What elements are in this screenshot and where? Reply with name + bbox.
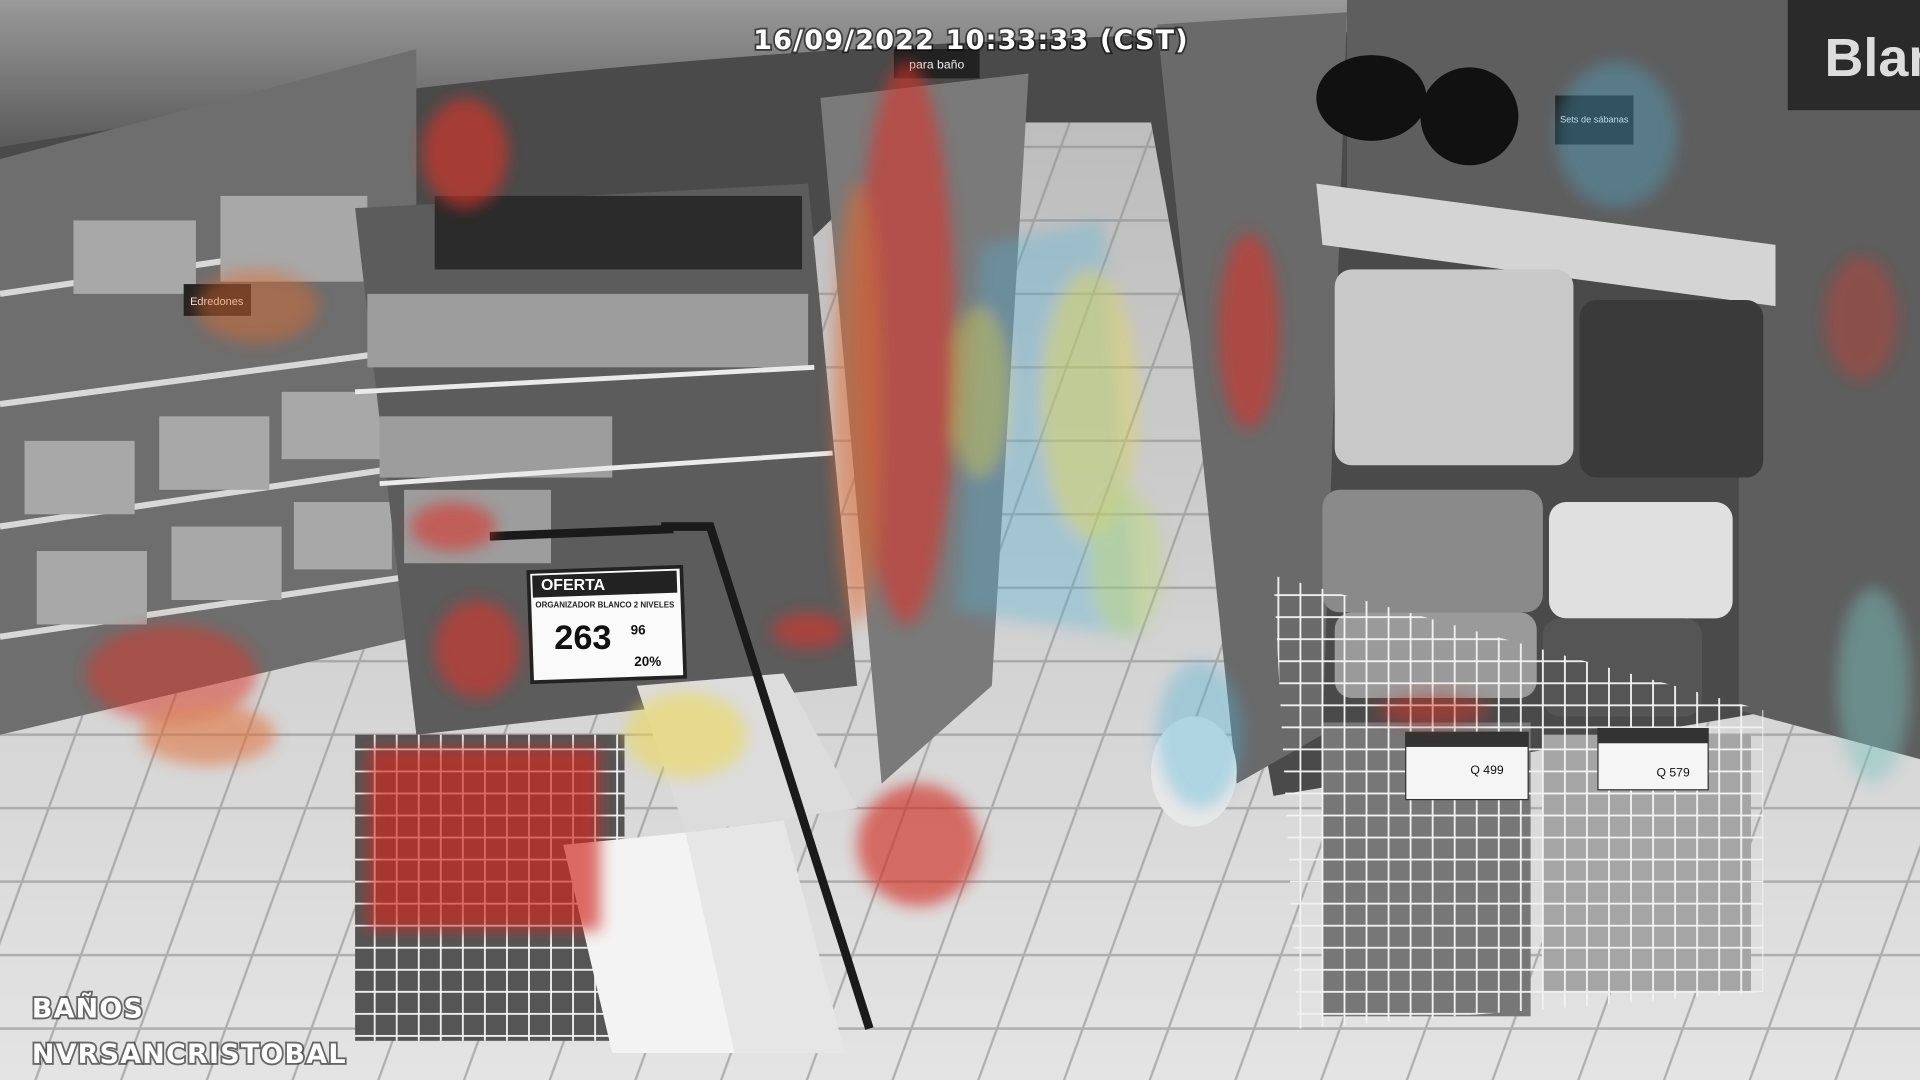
heatmap: [85, 61, 1911, 931]
right-section-text: Blan: [1824, 28, 1920, 88]
gondola-header: [434, 195, 803, 270]
box: [685, 820, 845, 1054]
offer-sign: OFERTA ORGANIZADOR BLANCO 2 NIVELES 263 …: [526, 564, 688, 685]
wire-bin-right: [1273, 575, 1764, 1029]
aisle-sign-text: para baño: [909, 58, 964, 72]
offer-price: 263: [554, 619, 611, 657]
right-wall-shelf: [1346, 0, 1920, 760]
cart-handle: [661, 522, 874, 1030]
left-shelf-products: [24, 195, 392, 625]
gondola-products: [367, 293, 809, 564]
ceiling: [0, 0, 1920, 147]
price-tags: Q 499 Q 579: [1405, 727, 1709, 801]
black-bags: [1316, 55, 1519, 166]
cart-bar: [489, 524, 674, 541]
price-tag-2: Q 579: [1656, 765, 1690, 779]
offer-cents: 96: [631, 622, 646, 637]
display-top: [1316, 183, 1776, 307]
recorder-name: NVRSANCRISTOBAL: [32, 1039, 347, 1070]
timestamp: 16/09/2022 10:33:33 (CST): [753, 25, 1188, 56]
offer-title: OFERTA: [541, 577, 606, 594]
offer-discount: 20%: [634, 654, 661, 669]
right-section-sign: [1787, 0, 1920, 111]
gondola-boards: [354, 364, 833, 487]
box: [563, 832, 735, 1054]
camera-zone: BAÑOS: [32, 993, 144, 1025]
price-tag-1: Q 499: [1470, 763, 1504, 777]
offer-product: ORGANIZADOR BLANCO 2 NIVELES: [535, 600, 674, 609]
